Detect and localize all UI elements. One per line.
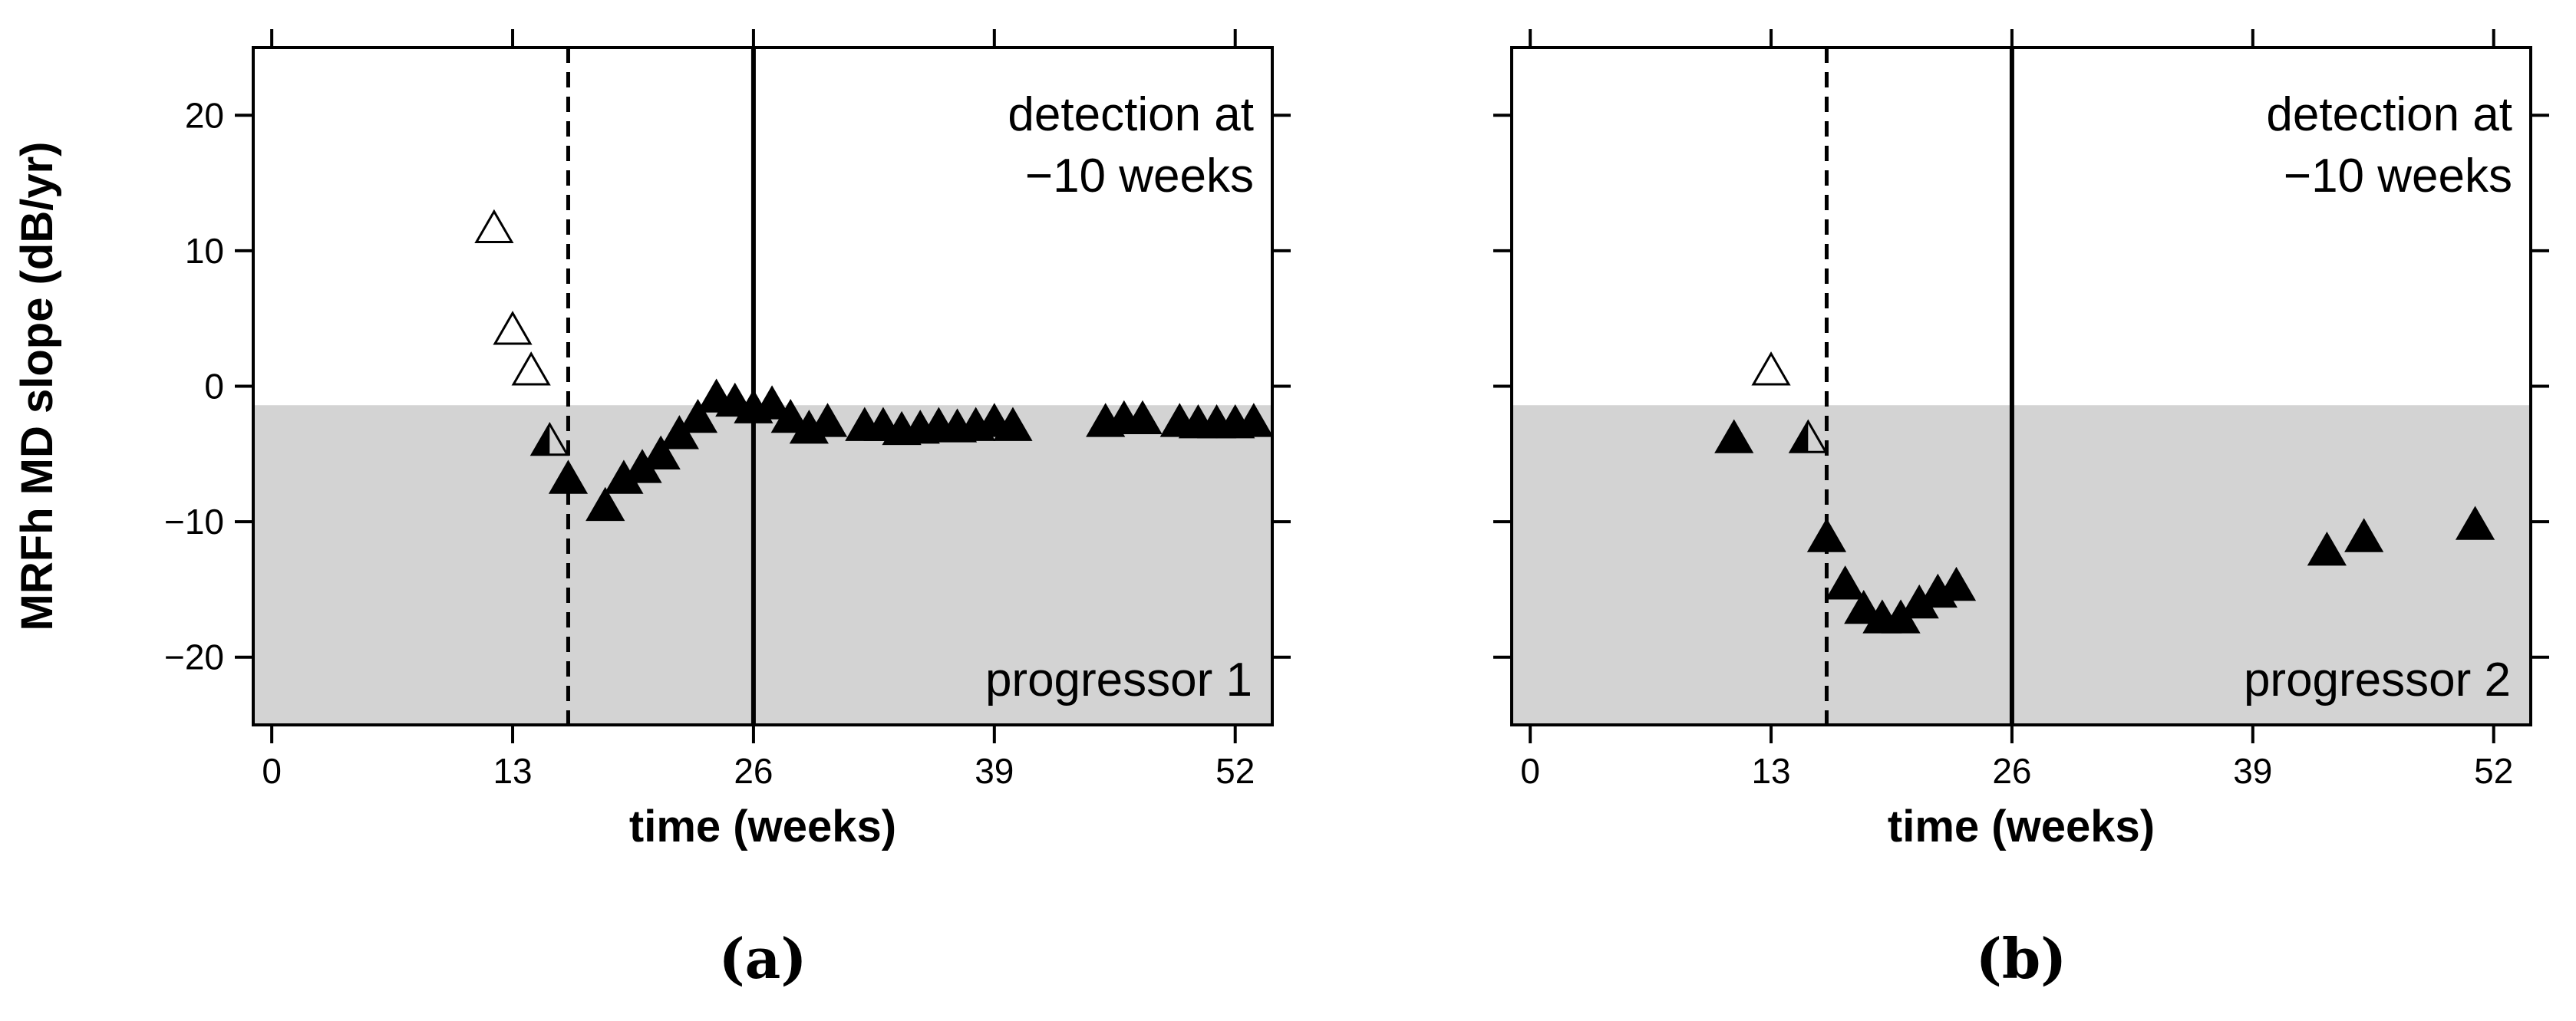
x-tick-label: 39: [2233, 751, 2272, 791]
data-point-filled: [1714, 419, 1754, 453]
axis-ticks: 0 13 26 39 52: [1493, 29, 2549, 791]
data-point-open: [474, 209, 514, 244]
annotation-line-2: −10 weeks: [1025, 150, 1254, 203]
x-axis-title: time (weeks): [629, 802, 896, 851]
y-tick-label: −20: [164, 637, 224, 677]
axis-ticks: 0 13 26 39 52 −20 −10 0 10 20: [164, 29, 1291, 791]
panel-b: 0 13 26 39 52 detection at −10 weeks progres…: [1493, 29, 2549, 991]
data-point-filled: [2307, 532, 2347, 566]
data-point-filled: [1844, 589, 1884, 624]
data-point-filled: [641, 435, 681, 469]
data-point-half-outline: [1788, 419, 1828, 453]
data-point-filled: [752, 385, 792, 420]
data-point-half: [529, 421, 569, 456]
y-tick-label: 0: [204, 367, 224, 407]
data-point-half: [1788, 419, 1828, 453]
annotation-line-2: −10 weeks: [2284, 150, 2512, 203]
data-point-half-outline: [529, 421, 569, 456]
x-tick-label: 39: [975, 751, 1014, 791]
x-tick-label: 0: [1520, 751, 1540, 791]
y-tick-label: 10: [185, 231, 224, 271]
data-point-filled: [585, 486, 625, 522]
data-point-open: [511, 351, 551, 386]
data-point-filled: [1123, 400, 1163, 435]
plot-frame: [1510, 46, 2532, 726]
x-tick-label: 26: [1992, 751, 2031, 791]
x-tick-label: 13: [1751, 751, 1790, 791]
data-point-filled: [1234, 403, 1274, 437]
group-label: progressor 1: [985, 654, 1252, 706]
panel-a: 0 13 26 39 52 −20 −10 0 10 20 detection at −10 we…: [12, 29, 1291, 991]
data-point-filled: [678, 398, 718, 433]
data-point-filled: [2344, 518, 2384, 552]
y-tick-label: −10: [164, 502, 224, 542]
panel-label: (a): [719, 926, 807, 991]
data-point-filled: [1806, 518, 1847, 552]
data-point-filled: [807, 403, 848, 437]
data-point-filled: [993, 407, 1033, 441]
panel-label: (b): [1976, 926, 2066, 991]
data-point-open: [493, 311, 533, 345]
data-point-filled: [1936, 566, 1977, 601]
data-points: [1714, 351, 2495, 634]
x-tick-label: 0: [262, 751, 282, 791]
plot-frame: [252, 46, 1274, 726]
data-point-filled: [770, 398, 810, 433]
y-tick-label: 20: [185, 95, 224, 135]
data-point-filled: [2455, 506, 2495, 540]
x-axis-title: time (weeks): [1888, 802, 2155, 851]
data-points: [474, 209, 1274, 522]
x-tick-label: 13: [493, 751, 532, 791]
y-axis-title: MRFh MD slope (dB/yr): [12, 142, 62, 631]
data-point-filled: [548, 459, 589, 494]
x-tick-label: 52: [2474, 751, 2513, 791]
shaded-region: [1512, 405, 2531, 725]
group-label: progressor 2: [2244, 654, 2511, 706]
annotation-line-1: detection at: [2266, 88, 2512, 141]
x-tick-label: 52: [1215, 751, 1255, 791]
x-tick-label: 26: [734, 751, 773, 791]
shaded-region: [253, 405, 1272, 725]
annotation-line-1: detection at: [1008, 88, 1254, 141]
data-point-open: [1751, 351, 1791, 386]
data-point-filled: [1826, 565, 1865, 600]
